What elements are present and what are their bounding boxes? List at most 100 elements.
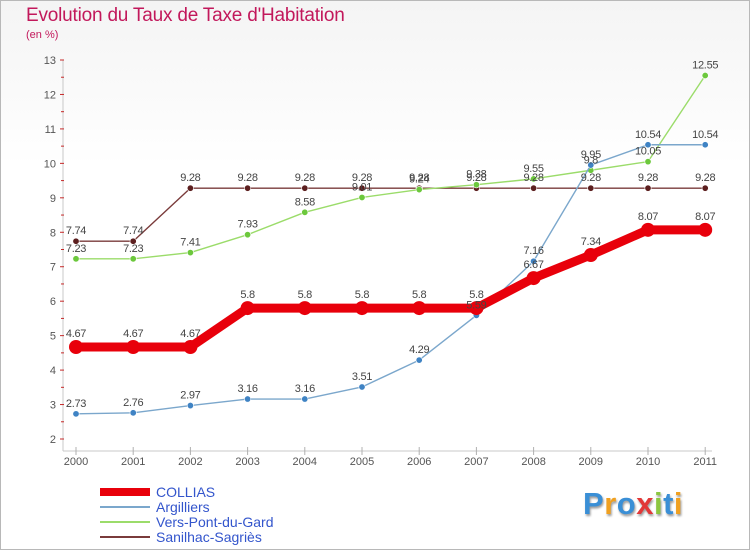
data-label: 9.28 <box>180 172 200 184</box>
y-unit-label: (en %) <box>26 29 59 41</box>
x-tick-label: 2011 <box>693 456 717 468</box>
legend-label: Argilliers <box>156 499 210 515</box>
data-label: 2.73 <box>66 398 86 410</box>
proxiti-logo: Proxiti <box>583 486 683 522</box>
series-line-COLLIAS <box>71 225 710 352</box>
x-tick-label: 2007 <box>464 456 488 468</box>
data-label: 4.67 <box>123 328 143 340</box>
data-label: 3.16 <box>295 383 315 395</box>
x-tick-label: 2001 <box>121 456 145 468</box>
data-point <box>358 184 366 192</box>
data-label: 8.07 <box>638 211 658 223</box>
data-point <box>587 184 595 192</box>
data-label: 7.74 <box>66 225 86 237</box>
logo-letter: o <box>616 486 637 521</box>
data-label: 9.95 <box>581 149 601 161</box>
data-point <box>126 340 141 355</box>
y-tick-label: 10 <box>44 158 56 170</box>
data-label: 10.54 <box>692 129 718 141</box>
data-point <box>183 340 198 355</box>
logo-letter: t <box>663 486 674 521</box>
data-label: 4.67 <box>180 328 200 340</box>
logo-letter: i <box>673 486 684 521</box>
data-point <box>472 181 480 189</box>
data-label: 5.59 <box>466 299 486 311</box>
data-point <box>530 184 538 192</box>
data-label: 9.28 <box>638 172 658 184</box>
x-tick-label: 2004 <box>293 456 317 468</box>
y-tick-label: 6 <box>50 296 56 308</box>
data-label: 10.54 <box>635 129 661 141</box>
series-line-Argilliers <box>75 144 706 415</box>
data-label: 9.24 <box>409 174 429 186</box>
data-point <box>129 409 137 417</box>
legend-label: Sanilhac-Sagriès <box>156 529 262 545</box>
data-label: 9.01 <box>352 181 372 193</box>
data-point <box>412 301 427 316</box>
data-point <box>530 257 538 265</box>
data-label: 5.8 <box>298 289 313 301</box>
data-label: 7.93 <box>237 219 257 231</box>
y-tick-label: 4 <box>50 365 56 377</box>
data-point <box>244 231 252 239</box>
x-tick-label: 2005 <box>350 456 374 468</box>
data-point <box>415 356 423 364</box>
data-label: 8.58 <box>295 196 315 208</box>
y-tick-label: 3 <box>50 400 56 412</box>
logo-letter: r <box>604 486 617 521</box>
data-point <box>701 141 709 149</box>
y-tick-label: 13 <box>44 55 56 67</box>
logo-letter: x <box>636 486 654 521</box>
legend-label: Vers-Pont-du-Gard <box>156 514 274 530</box>
data-point <box>644 141 652 149</box>
data-label: 6.67 <box>523 259 543 271</box>
data-label: 12.55 <box>692 60 718 72</box>
data-point <box>129 255 137 263</box>
data-label: 9.28 <box>409 172 429 184</box>
data-label: 9.55 <box>523 163 543 175</box>
x-tick-label: 2008 <box>521 456 545 468</box>
data-point <box>244 395 252 403</box>
data-label: 4.29 <box>409 344 429 356</box>
data-point <box>701 72 709 80</box>
y-tick-label: 8 <box>50 227 56 239</box>
data-point <box>186 402 194 410</box>
x-tick-label: 2002 <box>178 456 202 468</box>
data-point <box>301 208 309 216</box>
y-tick-label: 9 <box>50 193 56 205</box>
data-point <box>355 301 369 316</box>
data-point <box>530 175 538 183</box>
data-point <box>587 161 595 169</box>
x-tick-label: 2010 <box>636 456 660 468</box>
data-label: 9.38 <box>466 169 486 181</box>
x-tick-label: 2000 <box>64 456 88 468</box>
data-label: 3.51 <box>352 371 372 383</box>
data-label: 9.8 <box>584 154 599 166</box>
data-label: 9.28 <box>352 172 372 184</box>
data-label: 5.8 <box>412 289 427 301</box>
data-point <box>186 249 194 257</box>
data-point <box>644 158 652 166</box>
data-label: 9.28 <box>295 172 315 184</box>
data-label: 9.28 <box>237 172 257 184</box>
data-point <box>297 301 312 316</box>
data-label: 5.8 <box>240 289 255 301</box>
x-tick-label: 2009 <box>579 456 603 468</box>
logo-letter: P <box>583 486 605 521</box>
data-point <box>701 184 709 192</box>
data-label: 9.28 <box>523 172 543 184</box>
data-label: 5.8 <box>469 289 484 301</box>
data-label: 8.07 <box>695 211 715 223</box>
data-point <box>301 184 309 192</box>
chart-title: Evolution du Taux de Taxe d'Habitation <box>26 5 345 26</box>
data-label: 7.41 <box>180 237 200 249</box>
data-point <box>240 301 255 316</box>
data-label: 7.23 <box>66 243 86 255</box>
data-point <box>526 271 541 286</box>
data-point <box>72 255 80 263</box>
series-line-Vers-Pont-du-Gard <box>75 74 706 260</box>
y-tick-label: 7 <box>50 262 56 274</box>
data-point <box>698 222 713 237</box>
y-tick-label: 5 <box>50 331 56 343</box>
